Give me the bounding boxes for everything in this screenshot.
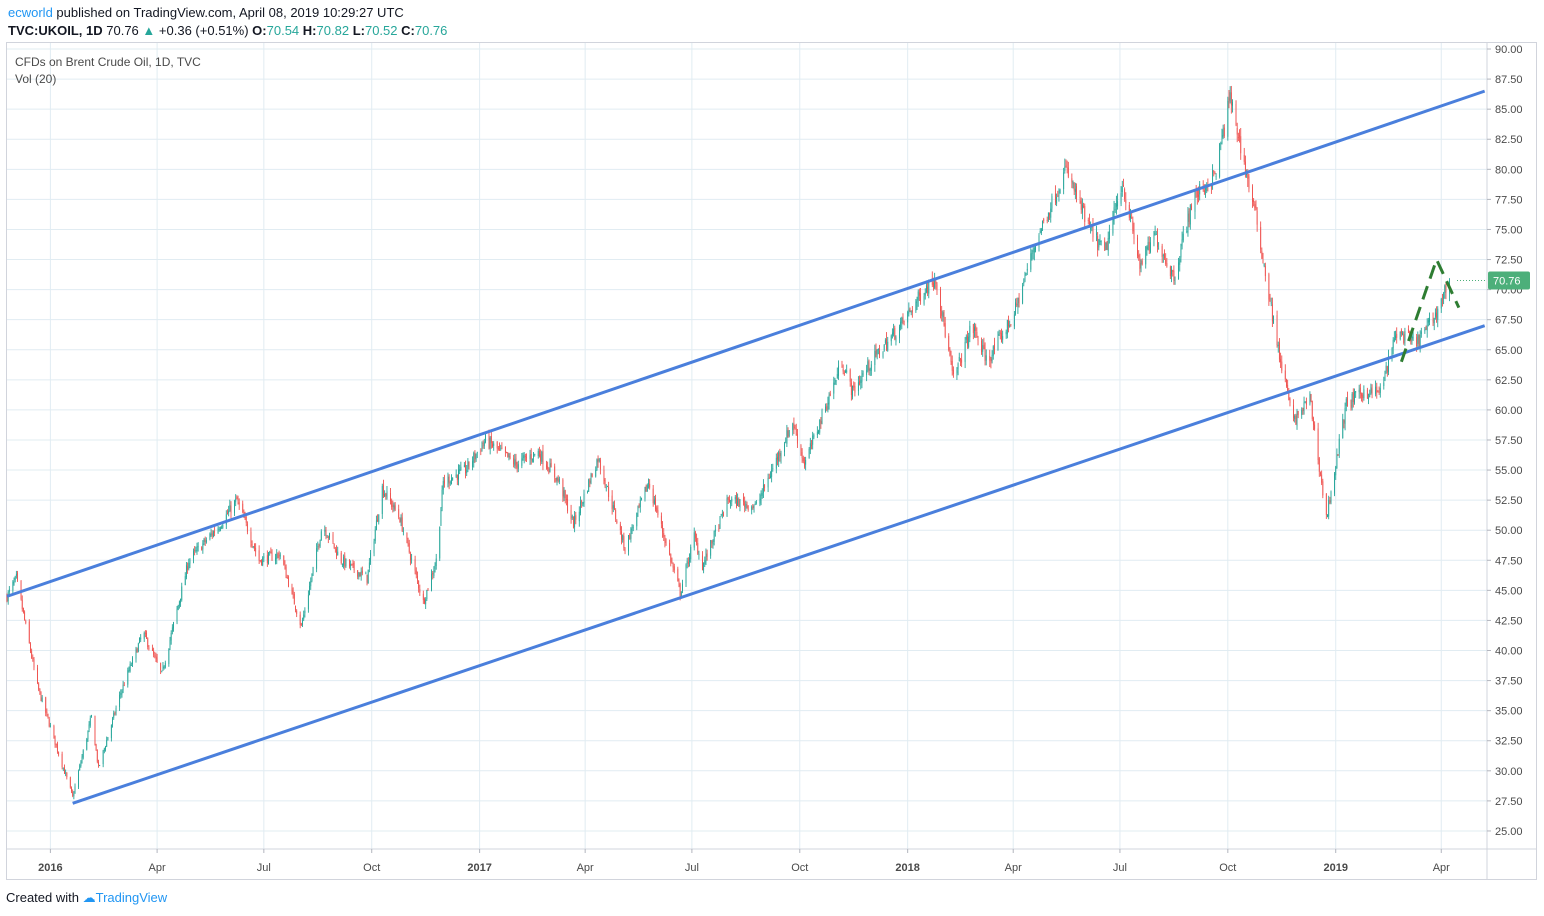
high-value: 70.82 [316, 23, 350, 38]
footer: Created with ☁TradingView [6, 890, 167, 906]
ohlc-line: TVC:UKOIL, 1D 70.76 ▲ +0.36 (+0.51%) O:7… [8, 22, 447, 40]
published-text: published on TradingView.com, April 08, … [52, 5, 404, 20]
change-value: +0.36 (+0.51%) [158, 23, 249, 38]
symbol-label: TVC:UKOIL, 1D [8, 23, 103, 38]
up-arrow-icon: ▲ [142, 23, 156, 38]
last-price: 70.76 [106, 23, 139, 38]
high-label: H: [302, 23, 317, 38]
publish-header: ecworld published on TradingView.com, Ap… [8, 4, 447, 40]
close-label: C: [401, 23, 415, 38]
publish-line: ecworld published on TradingView.com, Ap… [8, 4, 447, 22]
instrument-title: CFDs on Brent Crude Oil, 1D, TVC [15, 55, 201, 69]
chart-legend: CFDs on Brent Crude Oil, 1D, TVC Vol (20… [15, 54, 201, 88]
low-value: 70.52 [364, 23, 398, 38]
chart-frame[interactable] [6, 42, 1537, 880]
tradingview-brand[interactable]: TradingView [95, 890, 168, 905]
tradingview-logo-icon: ☁ [82, 890, 96, 905]
close-value: 70.76 [414, 23, 448, 38]
created-with-text: Created with [6, 890, 79, 905]
volume-indicator-label[interactable]: Vol (20) [15, 72, 57, 86]
author-link[interactable]: ecworld [8, 5, 53, 20]
open-value: 70.54 [266, 23, 300, 38]
low-label: L: [352, 23, 365, 38]
open-label: O: [252, 23, 267, 38]
